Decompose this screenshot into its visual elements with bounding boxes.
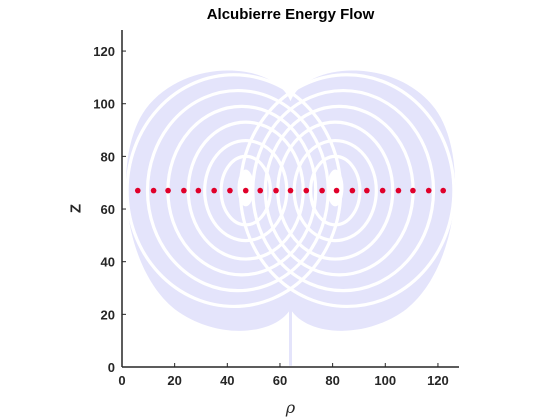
y-tick-label: 120: [93, 44, 115, 59]
y-axis-label: Z: [67, 203, 85, 214]
x-tick-label: 60: [273, 373, 287, 388]
data-point: [181, 187, 187, 194]
data-point: [364, 187, 370, 194]
data-point: [440, 187, 447, 194]
data-point: [165, 187, 171, 194]
data-point: [410, 187, 416, 194]
energy-flow-field: [125, 70, 456, 366]
x-tick-label: 80: [325, 373, 339, 388]
data-point: [395, 187, 402, 194]
data-point: [257, 187, 264, 194]
x-axis-label: ρ: [285, 398, 296, 417]
data-point: [211, 187, 217, 194]
data-point: [195, 187, 202, 194]
data-point: [379, 187, 386, 194]
x-tick-label: 100: [374, 373, 396, 388]
x-tick-label: 120: [427, 373, 449, 388]
flow-gap: [251, 88, 436, 293]
flow-gap: [186, 120, 305, 261]
data-point: [227, 187, 233, 194]
data-point: [303, 187, 310, 194]
data-point: [319, 187, 325, 194]
y-tick-label: 0: [108, 360, 115, 375]
data-point: [273, 187, 279, 194]
flow-gap: [203, 138, 289, 243]
x-tick-label: 40: [220, 373, 234, 388]
y-tick-label: 80: [101, 149, 115, 164]
flow-gap: [292, 138, 378, 243]
x-tick-label: 0: [118, 373, 125, 388]
flow-core: [327, 169, 344, 207]
chart-title: Alcubierre Energy Flow: [206, 6, 375, 23]
data-point: [287, 187, 294, 194]
y-tick-label: 60: [101, 202, 115, 217]
y-tick-label: 100: [93, 97, 115, 112]
axes: 0 20 40 60 80 100 120 0 20 40 60 80 100 120: [93, 30, 459, 388]
y-tick-label: 20: [101, 307, 115, 322]
data-point: [333, 187, 340, 194]
flow-gap: [238, 73, 456, 309]
data-point: [150, 187, 157, 194]
flow-gap: [309, 154, 362, 227]
data-points: [134, 187, 447, 194]
y-tick-label: 40: [101, 255, 115, 270]
data-point: [242, 187, 249, 194]
data-point: [425, 187, 432, 194]
x-tick-label: 20: [167, 373, 181, 388]
data-point: [349, 187, 356, 194]
data-point: [134, 187, 141, 194]
